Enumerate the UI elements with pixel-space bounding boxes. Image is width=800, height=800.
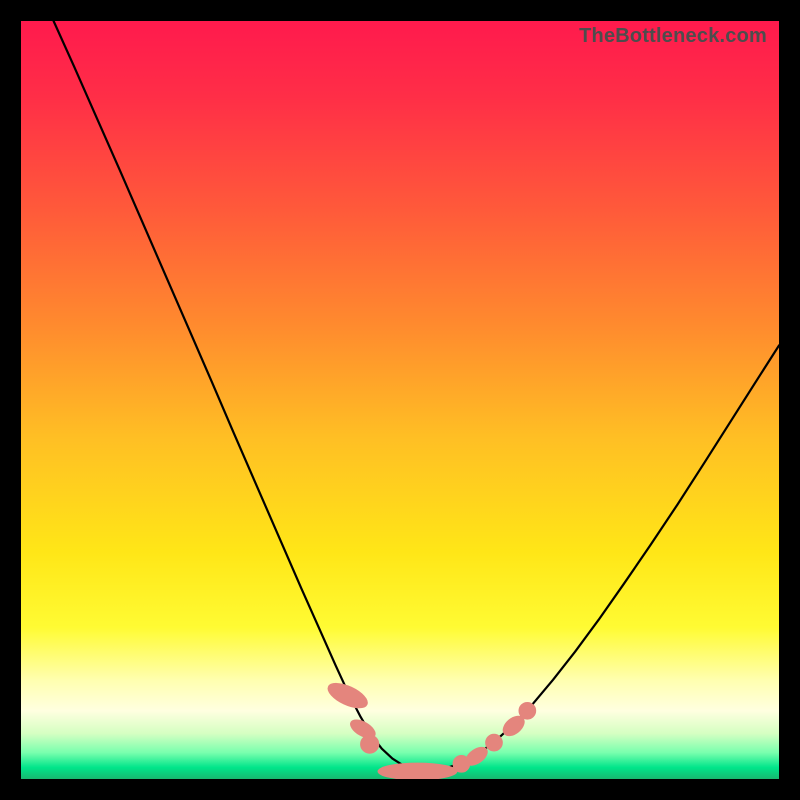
curve-right-branch — [425, 345, 779, 770]
plot-area: TheBottleneck.com — [21, 21, 779, 779]
watermark-label: TheBottleneck.com — [579, 25, 767, 48]
marker-circle — [486, 734, 503, 751]
marker-circle — [361, 735, 379, 753]
marker-capsule — [325, 678, 371, 712]
marker-circle — [453, 756, 470, 773]
marker-capsule — [378, 763, 457, 779]
marker-circle — [519, 702, 536, 719]
curve-layer — [21, 21, 779, 779]
marker-group — [325, 678, 536, 779]
curve-left-branch — [54, 21, 425, 771]
chart-frame: TheBottleneck.com — [0, 0, 800, 800]
